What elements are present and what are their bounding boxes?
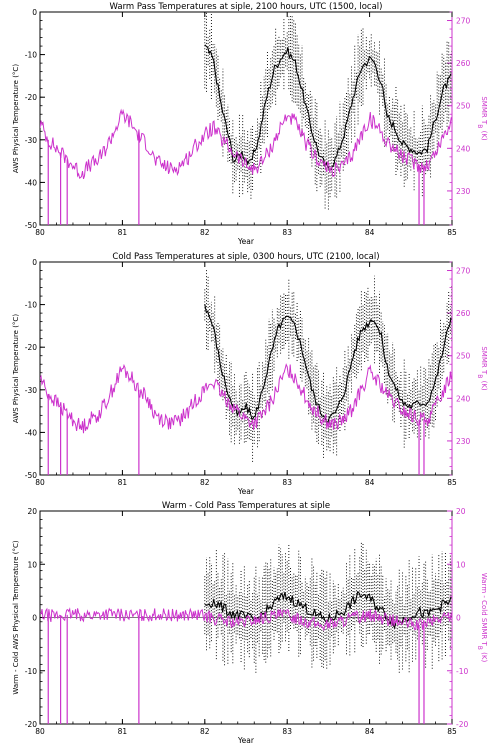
chart-warm: Warm Pass Temperatures at siple, 2100 ho… [12,2,488,246]
y-left-tick-label: -40 [25,178,37,187]
y-left-tick-label: 0 [32,258,37,267]
x-tick-label: 81 [118,727,128,736]
y-left-axis-label: Warm - Cold AWS Physical Temperature (°C… [12,540,20,694]
series-smmr-line [40,363,452,434]
x-tick-label: 85 [447,228,457,237]
y-left-axis-label: AWS Physical Temperature (°C) [12,314,20,423]
y-right-tick-label: 10 [456,560,466,569]
x-tick-label: 84 [365,727,375,736]
y-right-tick-label: 250 [456,352,471,361]
x-tick-label: 83 [282,727,292,736]
x-tick-label: 83 [282,478,292,487]
series-aws-daily [204,12,452,210]
x-tick-label: 83 [282,228,292,237]
y-left-tick-label: -40 [25,428,37,437]
y-left-tick-label: -20 [25,93,37,102]
x-tick-label: 82 [200,727,210,736]
y-right-axis-label: SMMR TB (K) [477,346,489,391]
x-tick-label: 80 [35,478,45,487]
y-right-tick-label: 250 [456,102,471,111]
y-left-tick-label: -10 [25,301,37,310]
y-left-tick-label: 0 [32,8,37,17]
x-axis-label: Year [237,237,255,246]
chart-title: Cold Pass Temperatures at siple, 0300 ho… [112,252,379,262]
x-tick-label: 84 [365,478,375,487]
chart-title: Warm - Cold Pass Temperatures at siple [162,501,330,511]
x-tick-label: 82 [200,478,210,487]
series-smmr-line [40,108,452,180]
y-right-tick-label: 240 [456,394,471,403]
plot-area [40,12,452,225]
y-left-tick-label: -10 [25,51,37,60]
plot-area [40,268,452,475]
y-left-tick-label: 20 [27,507,37,516]
plot-frame [39,261,453,476]
y-left-axis-label: AWS Physical Temperature (°C) [12,64,20,173]
y-left-tick-label: -50 [25,471,37,480]
x-tick-label: 80 [35,727,45,736]
x-axis-label: Year [237,736,255,745]
x-tick-label: 81 [118,478,128,487]
y-left-tick-label: -30 [25,386,37,395]
y-right-tick-label: 240 [456,144,471,153]
series-smmr-line [40,607,452,632]
y-right-tick-label: -10 [456,667,468,676]
x-tick-label: 82 [200,228,210,237]
y-right-tick-label: 260 [456,59,471,68]
series-aws-line [204,44,452,171]
chart-diff: Warm - Cold Pass Temperatures at siple 80… [12,501,488,745]
y-left-tick-label: -20 [25,720,37,729]
y-left-tick-label: -20 [25,343,37,352]
plot-frame [39,11,453,226]
y-right-tick-label: 0 [456,614,461,623]
y-right-tick-label: 270 [456,17,471,26]
chart-cold: Cold Pass Temperatures at siple, 0300 ho… [12,252,488,496]
x-tick-label: 85 [447,727,457,736]
plot-area [40,541,452,724]
y-left-tick-label: -10 [25,667,37,676]
series-aws-daily [204,268,452,462]
x-tick-label: 84 [365,228,375,237]
x-tick-label: 85 [447,478,457,487]
series-aws-line [204,304,452,424]
y-right-tick-label: 20 [456,507,466,516]
y-left-tick-label: -50 [25,221,37,230]
y-left-tick-label: 10 [27,560,37,569]
x-tick-label: 81 [118,228,128,237]
x-tick-label: 80 [35,228,45,237]
y-right-tick-label: 260 [456,309,471,318]
y-left-tick-label: 0 [32,614,37,623]
x-axis-label: Year [237,487,255,496]
y-right-axis-label: SMMR TB (K) [477,96,489,141]
y-right-tick-label: 230 [456,187,471,196]
chart-title: Warm Pass Temperatures at siple, 2100 ho… [110,2,383,12]
series-aws-daily [204,541,452,673]
y-right-axis-label: Warm - Cold SMMR TB (K) [477,573,489,663]
y-right-tick-label: 270 [456,267,471,276]
y-right-tick-label: 230 [456,437,471,446]
y-left-tick-label: -30 [25,136,37,145]
y-right-tick-label: -20 [456,720,468,729]
